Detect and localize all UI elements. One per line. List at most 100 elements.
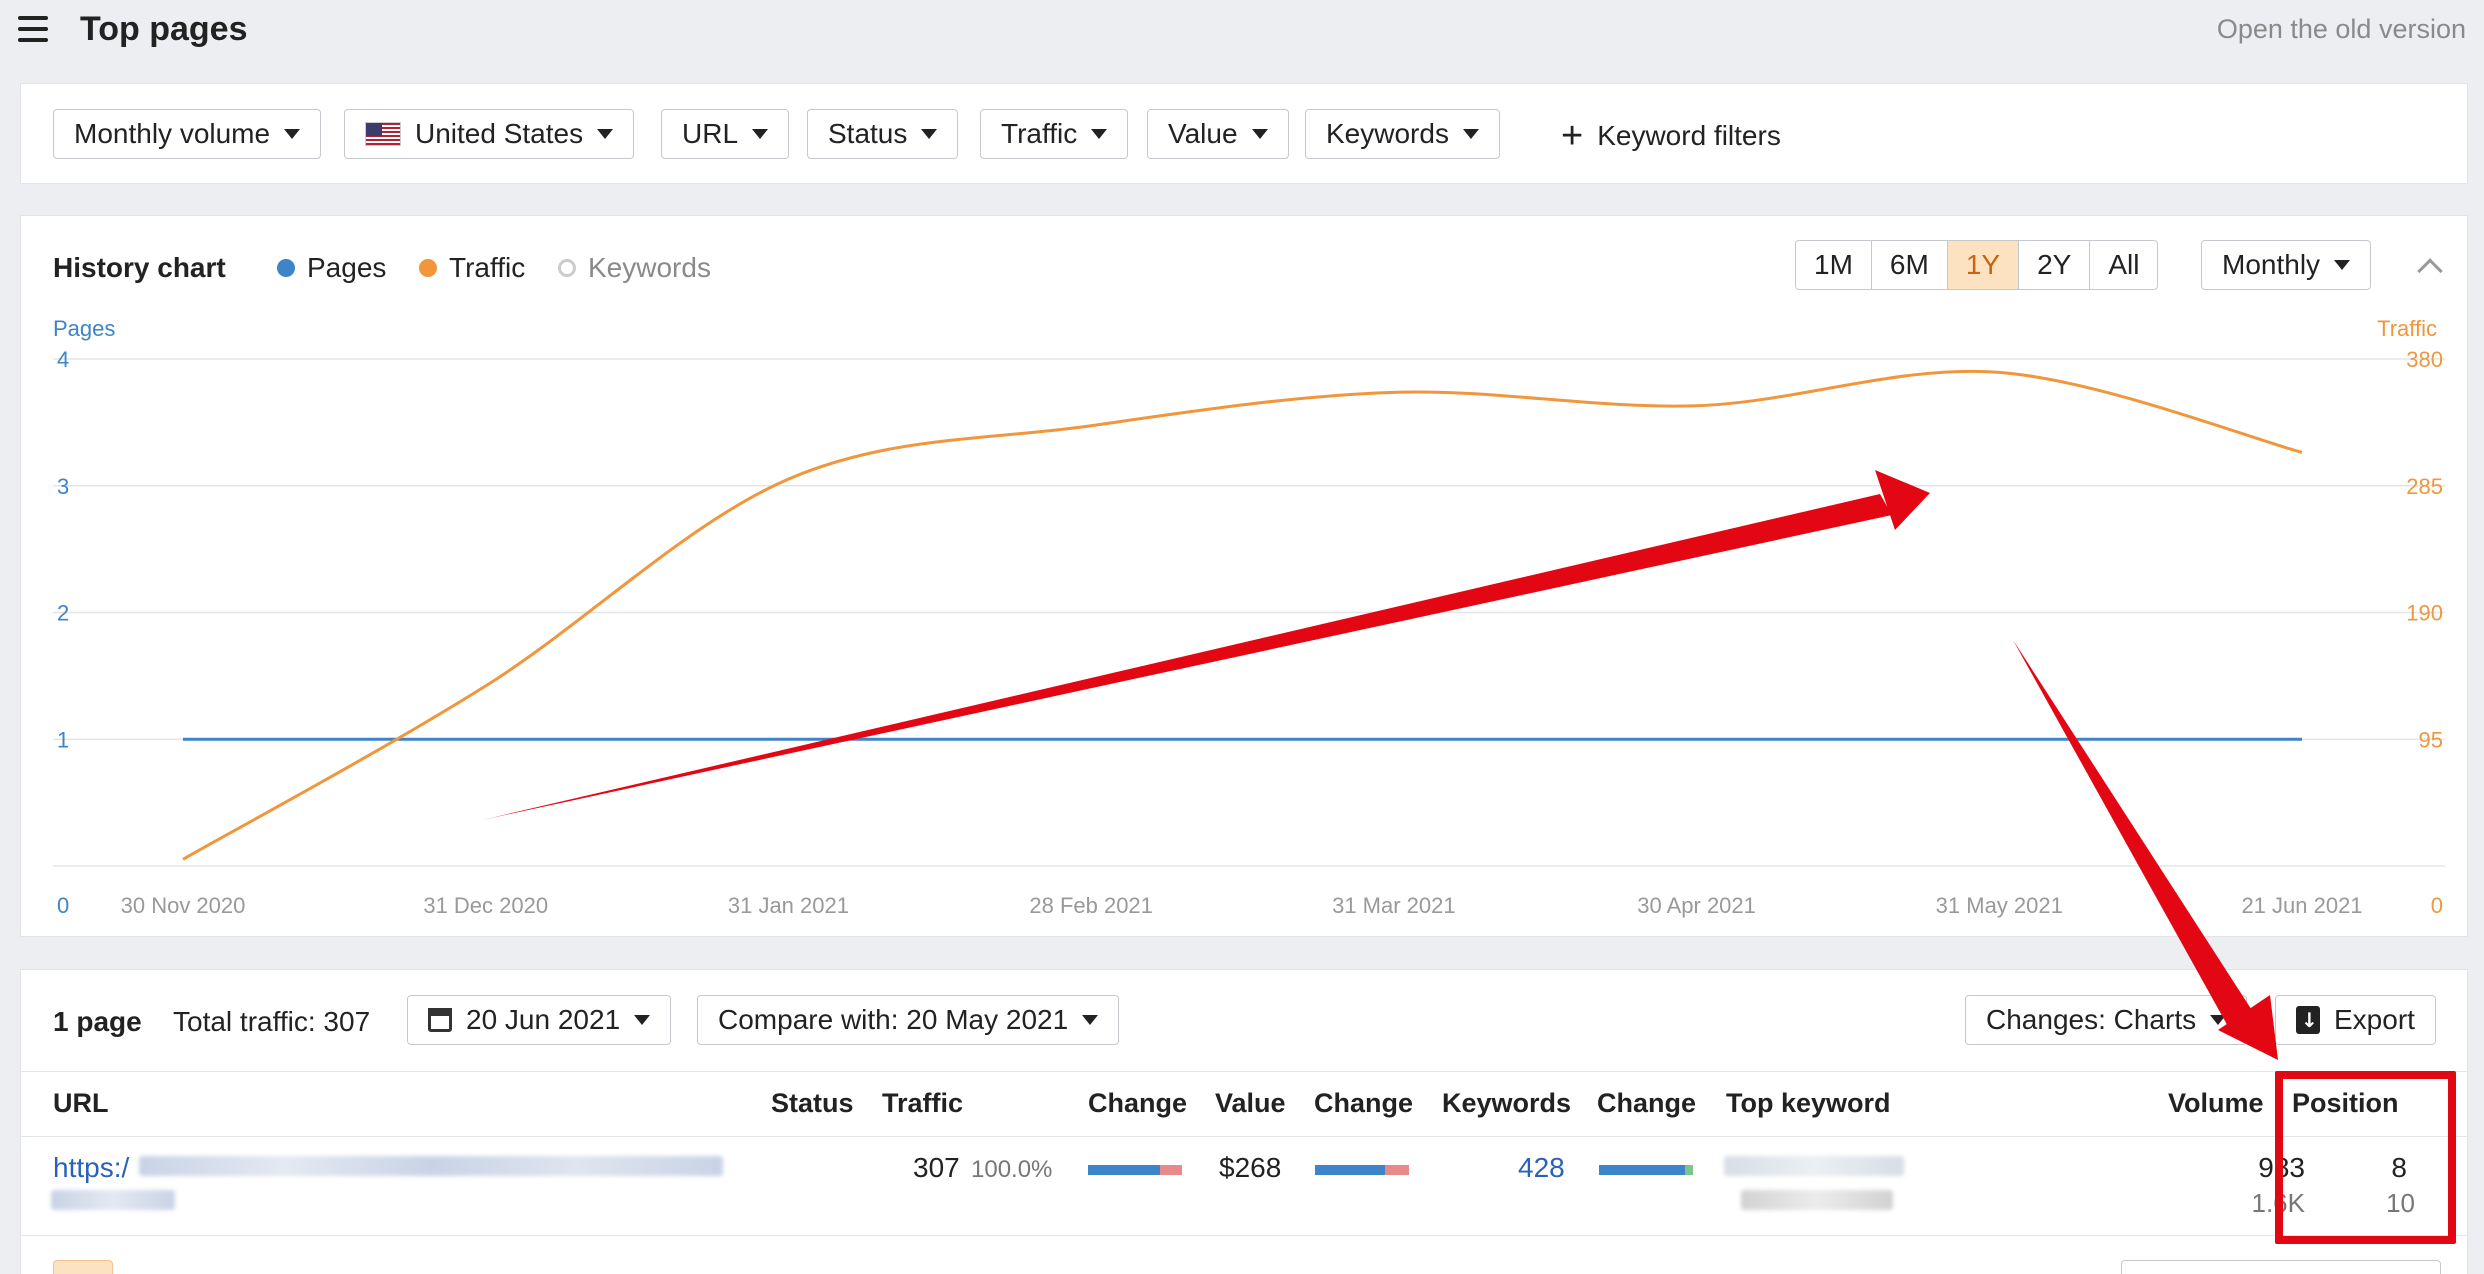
volume-dropdown[interactable]: Monthly volume (53, 109, 322, 159)
compare-dropdown-label: Compare with: 20 May 2021 (718, 1004, 1069, 1035)
col-keywords-change[interactable]: Change (1597, 1088, 1697, 1118)
caret-down-icon (1082, 1015, 1099, 1025)
right-axis-title: Traffic (2377, 316, 2437, 341)
compare-dropdown[interactable]: Compare with: 20 May 2021 (697, 995, 1120, 1045)
x-tick-label: 31 May 2021 (1936, 893, 2063, 918)
y-right-tick-label: 190 (2406, 601, 2443, 626)
plus-icon: + (1561, 115, 1584, 157)
row-traffic: 307 (913, 1152, 960, 1183)
date-picker[interactable]: 20 Jun 2021 (407, 995, 672, 1045)
range-1m-button[interactable]: 1M (1795, 240, 1872, 290)
traffic-change-bar (1088, 1165, 1182, 1175)
range-selector: 1M 6M 1Y 2Y All (1795, 240, 2159, 290)
col-traffic-change[interactable]: Change (1088, 1088, 1188, 1118)
x-tick-label: 21 Jun 2021 (2241, 893, 2362, 918)
row-divider (21, 1136, 2467, 1137)
per-page-stub[interactable] (2121, 1260, 2441, 1274)
pagination-stub[interactable] (53, 1260, 113, 1274)
col-volume[interactable]: Volume (2168, 1088, 2264, 1118)
y-right-tick-label: 95 (2419, 727, 2443, 752)
redacted-top-keyword-secondary (1741, 1190, 1893, 1210)
x-tick-label: 31 Dec 2020 (423, 893, 548, 918)
menu-icon[interactable] (18, 16, 48, 42)
caret-down-icon (2334, 260, 2351, 270)
x-tick-label: 30 Nov 2020 (121, 893, 246, 918)
history-chart: 0 1 2 3 4 0 95 190 285 380 30 Nov 2020 31 Dec 2020 3… (53, 347, 2445, 918)
caret-down-icon (2210, 1015, 2227, 1025)
keywords-dropdown[interactable]: Keywords (1305, 109, 1500, 159)
range-2y-button[interactable]: 2Y (2018, 240, 2091, 290)
traffic-legend-dot-icon (419, 259, 437, 277)
col-value-change[interactable]: Change (1314, 1088, 1414, 1118)
x-tick-label: 31 Mar 2021 (1332, 893, 1456, 918)
caret-down-icon (634, 1015, 651, 1025)
row-keywords-link[interactable]: 428 (1518, 1152, 1565, 1183)
legend-keywords[interactable]: Keywords (558, 252, 711, 284)
interval-dropdown-label: Monthly (2222, 249, 2321, 280)
url-dropdown-label: URL (682, 118, 739, 149)
x-tick-label: 31 Jan 2021 (728, 893, 849, 918)
x-tick-label: 28 Feb 2021 (1029, 893, 1153, 918)
history-chart-panel: History chart Pages Traffic Keywords 1M … (20, 215, 2468, 937)
header-divider (21, 1071, 2467, 1072)
keywords-dropdown-label: Keywords (1326, 118, 1449, 149)
caret-down-icon (921, 129, 938, 139)
y-left-tick-label: 0 (57, 893, 69, 918)
changes-dropdown[interactable]: Changes: Charts (1965, 995, 2248, 1045)
status-dropdown[interactable]: Status (807, 109, 959, 159)
col-keywords[interactable]: Keywords (1442, 1088, 1572, 1118)
range-all-button[interactable]: All (2089, 240, 2159, 290)
caret-down-icon (597, 129, 614, 139)
traffic-dropdown[interactable]: Traffic (980, 109, 1129, 159)
y-right-tick-label: 0 (2431, 893, 2443, 918)
value-change-bar (1315, 1165, 1409, 1175)
keyword-filters-button[interactable]: + Keyword filters (1561, 117, 1781, 155)
export-button[interactable]: Export (2275, 995, 2436, 1045)
y-right-tick-label: 285 (2406, 474, 2443, 499)
range-1y-button[interactable]: 1Y (1946, 240, 2020, 290)
value-dropdown[interactable]: Value (1147, 109, 1289, 159)
legend-pages-label: Pages (307, 252, 387, 283)
open-old-version-link[interactable]: Open the old version (2216, 14, 2466, 44)
col-url[interactable]: URL (53, 1088, 109, 1118)
history-chart-title: History chart (53, 252, 226, 283)
y-left-tick-label: 2 (57, 601, 69, 626)
page-title: Top pages (80, 10, 248, 48)
col-traffic[interactable]: Traffic (882, 1088, 964, 1118)
country-dropdown[interactable]: United States (344, 109, 635, 159)
url-dropdown[interactable]: URL (661, 109, 790, 159)
col-top-keyword[interactable]: Top keyword (1726, 1088, 1891, 1118)
us-flag-icon (365, 122, 401, 146)
total-traffic: Total traffic: 307 (173, 1006, 371, 1037)
filter-bar: Monthly volume United States URL Status … (20, 83, 2468, 184)
volume-dropdown-label: Monthly volume (74, 118, 271, 149)
calendar-icon (428, 1008, 452, 1032)
row-value: $268 (1219, 1152, 1282, 1183)
y-left-tick-label: 3 (57, 474, 69, 499)
col-status[interactable]: Status (771, 1088, 854, 1118)
interval-dropdown[interactable]: Monthly (2201, 240, 2372, 290)
row-url-link[interactable]: https:/ (53, 1152, 130, 1183)
caret-down-icon (284, 129, 301, 139)
download-icon (2296, 1006, 2320, 1034)
col-value[interactable]: Value (1215, 1088, 1286, 1118)
caret-down-icon (752, 129, 769, 139)
y-left-tick-label: 4 (57, 347, 69, 372)
status-dropdown-label: Status (828, 118, 908, 149)
row-position-secondary: 10 (2386, 1188, 2415, 1218)
date-picker-label: 20 Jun 2021 (466, 1004, 621, 1035)
range-6m-button[interactable]: 6M (1870, 240, 1948, 290)
caret-down-icon (1091, 129, 1108, 139)
col-position[interactable]: Position (2292, 1088, 2399, 1118)
row-divider (21, 1235, 2467, 1236)
redacted-url-continued (51, 1190, 175, 1210)
row-position: 8 (2391, 1152, 2407, 1183)
legend-traffic-label: Traffic (449, 252, 526, 283)
legend-pages[interactable]: Pages (277, 252, 386, 284)
changes-dropdown-label: Changes: Charts (1986, 1004, 2197, 1035)
red-arrow-down (2013, 640, 2278, 1060)
top-pages-table-panel: 1 page Total traffic: 307 20 Jun 2021 Co… (20, 969, 2468, 1274)
legend-traffic[interactable]: Traffic (419, 252, 525, 284)
left-axis-title: Pages (53, 316, 116, 341)
